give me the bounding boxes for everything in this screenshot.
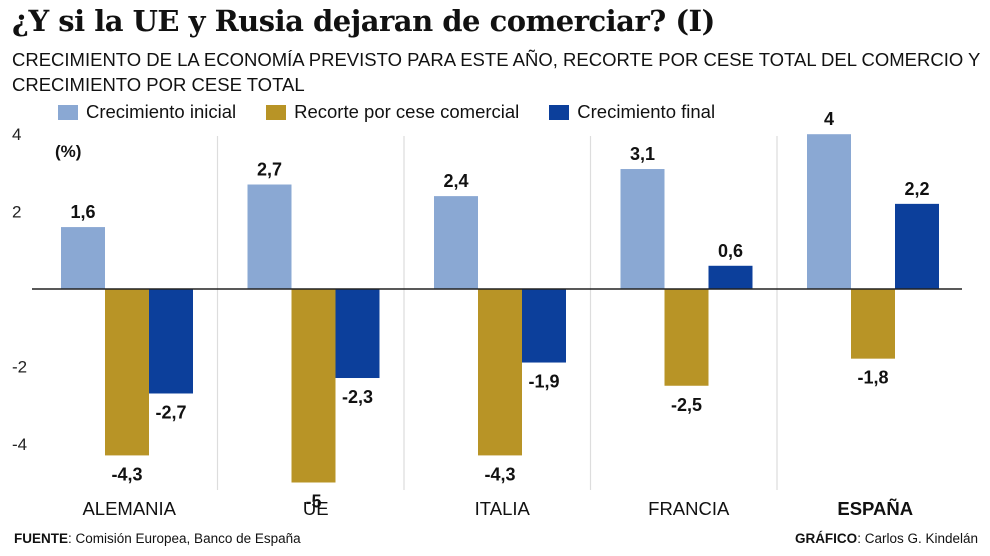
legend-swatch-crecimiento-final <box>549 104 570 120</box>
category-labels: ALEMANIA UE ITALIA FRANCIA ESPAÑA <box>82 498 913 519</box>
data-label: 4 <box>824 109 834 129</box>
bars <box>61 134 939 483</box>
category-label: UE <box>303 498 329 519</box>
data-label: 3,1 <box>630 144 655 164</box>
bar-crecimiento-final <box>335 289 380 379</box>
legend-swatch-recorte <box>266 104 287 120</box>
credit-text: : Carlos G. Kindelán <box>857 531 978 546</box>
bar-recorte <box>664 289 709 386</box>
data-label: 2,7 <box>257 160 282 180</box>
y-tick-label: -2 <box>12 357 27 376</box>
data-label: -1,8 <box>857 368 888 388</box>
legend-item-crecimiento-final: Crecimiento final <box>549 101 715 123</box>
bar-recorte <box>291 289 336 483</box>
legend-item-crecimiento-inicial: Crecimiento inicial <box>58 101 236 123</box>
y-axis: 4 2 -2 -4 <box>12 125 27 454</box>
credit-note: GRÁFICO: Carlos G. Kindelán <box>795 531 978 546</box>
bar-crecimiento-inicial <box>61 227 105 289</box>
bar-recorte <box>105 289 149 456</box>
category-label: ALEMANIA <box>82 498 176 519</box>
credit-label: GRÁFICO <box>794 531 858 546</box>
y-tick-label: 4 <box>12 125 21 144</box>
value-labels: 1,6 -4,3 -2,7 2,7 -5 -2,3 2,4 -4,3 -1,9 3,1 -2,5 0,… <box>70 109 929 511</box>
source-label: FUENTE <box>14 531 68 546</box>
data-label: -5 <box>305 492 321 512</box>
unit-label: (%) <box>55 142 81 161</box>
data-label: 2,4 <box>443 171 468 191</box>
legend: Crecimiento inicial Recorte por cese com… <box>58 100 745 124</box>
chart-subtitle: CRECIMIENTO DE LA ECONOMÍA PREVISTO PARA… <box>12 49 981 95</box>
group-dividers <box>216 136 778 490</box>
category-label: FRANCIA <box>648 498 730 519</box>
bar-crecimiento-inicial <box>620 169 665 289</box>
data-label: -1,9 <box>528 372 559 392</box>
bar-crecimiento-final <box>895 203 939 289</box>
data-label: -2,7 <box>155 402 186 422</box>
category-label: ESPAÑA <box>837 498 913 519</box>
y-tick-label: 2 <box>12 203 21 222</box>
legend-label: Recorte por cese comercial <box>294 101 520 122</box>
legend-label: Crecimiento inicial <box>86 101 237 122</box>
category-label: ITALIA <box>475 498 531 519</box>
legend-item-recorte: Recorte por cese comercial <box>266 101 519 123</box>
bar-recorte <box>478 289 522 456</box>
data-label: -2,5 <box>671 395 702 415</box>
bar-recorte <box>851 289 895 359</box>
data-label: 0,6 <box>718 241 743 261</box>
legend-label: Crecimiento final <box>577 101 716 122</box>
source-note: FUENTE: Comisión Europea, Banco de Españ… <box>14 531 301 546</box>
bar-crecimiento-final <box>149 289 193 394</box>
data-label: -4,3 <box>111 464 142 484</box>
data-label: -4,3 <box>484 464 515 484</box>
legend-swatch-crecimiento-inicial <box>58 104 78 120</box>
bar-crecimiento-final <box>708 265 753 289</box>
bar-crecimiento-inicial <box>434 196 478 289</box>
data-label: 1,6 <box>70 202 95 222</box>
data-label: -2,3 <box>342 387 373 407</box>
bar-crecimiento-inicial <box>807 134 851 289</box>
y-tick-label: -4 <box>12 435 27 454</box>
chart-title: ¿Y si la UE y Rusia dejaran de comerciar… <box>12 4 715 38</box>
source-text: : Comisión Europea, Banco de España <box>68 531 301 546</box>
data-label: 2,2 <box>904 179 929 199</box>
bar-crecimiento-inicial <box>247 184 292 289</box>
bar-crecimiento-final <box>522 289 566 363</box>
